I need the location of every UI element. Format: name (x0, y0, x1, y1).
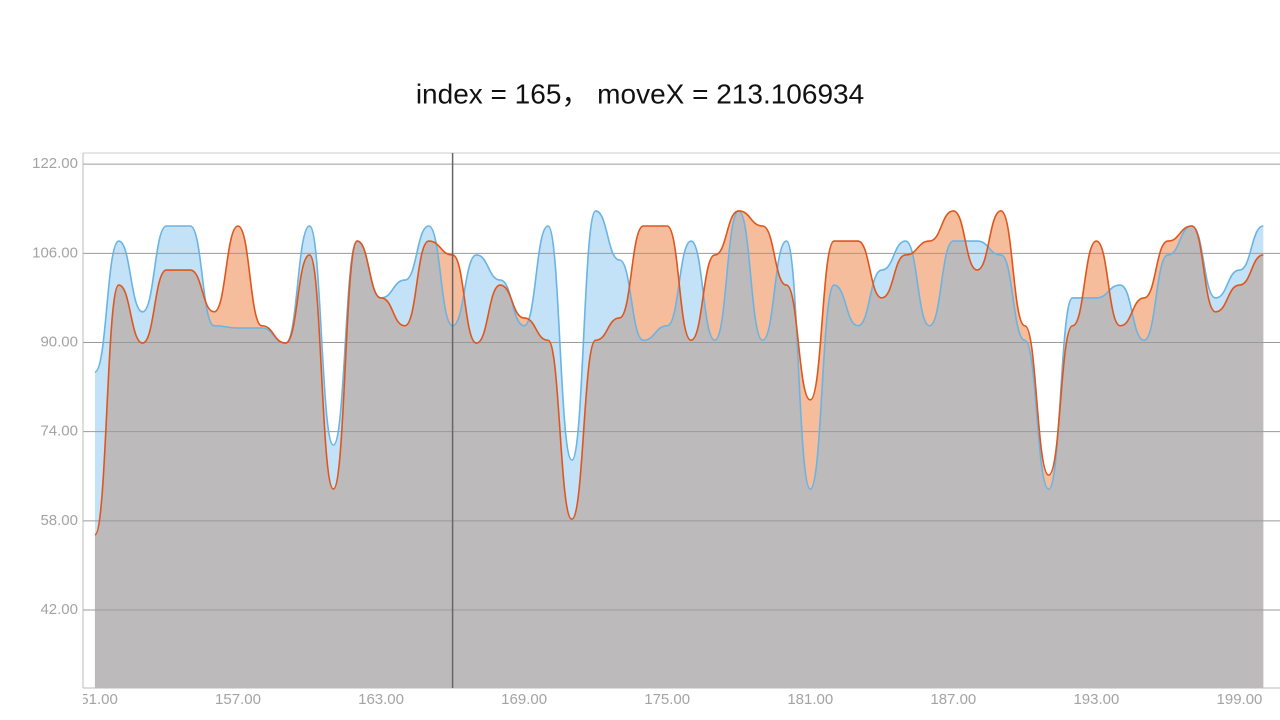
x-tick-label: 199.00 (1217, 691, 1263, 708)
y-tick-label: 74.00 (40, 423, 78, 440)
y-tick-label: 122.00 (32, 155, 78, 172)
y-tick-label: 106.00 (32, 244, 78, 261)
x-tick-label: 163.00 (358, 691, 404, 708)
y-tick-label: 58.00 (40, 512, 78, 529)
x-tick-label: 157.00 (215, 691, 261, 708)
y-tick-label: 42.00 (40, 601, 78, 618)
x-tick-label: 193.00 (1073, 691, 1119, 708)
x-tick-label: 187.00 (930, 691, 976, 708)
x-tick-label: 169.00 (501, 691, 547, 708)
chart-title: index = 165， moveX = 213.106934 (416, 78, 864, 109)
y-tick-label: 90.00 (40, 333, 78, 350)
line (94, 210, 1264, 536)
x-tick-label: 175.00 (644, 691, 690, 708)
line (94, 210, 1264, 490)
x-tick-label: 181.00 (787, 691, 833, 708)
overlap-area (94, 210, 1264, 688)
x-tick-label: 151.00 (72, 691, 118, 708)
